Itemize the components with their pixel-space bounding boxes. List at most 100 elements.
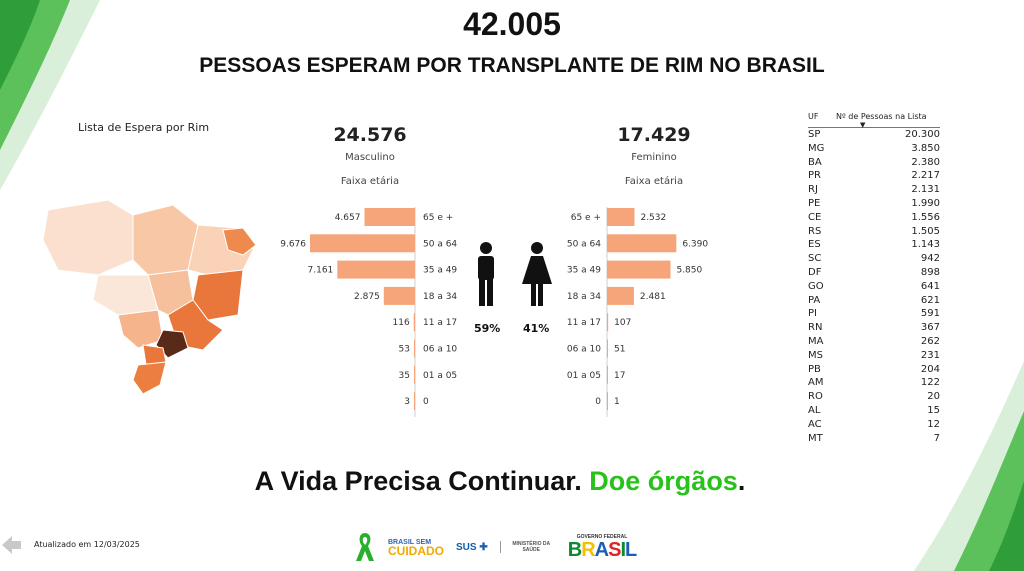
uf-count: 1.990 — [911, 197, 940, 209]
uf-table-row[interactable]: BA 2.380 — [808, 156, 940, 170]
female-value-label: 17 — [614, 371, 625, 381]
uf-code: SC — [808, 253, 822, 265]
female-bar-4[interactable] — [607, 313, 609, 332]
uf-count: 3.850 — [911, 142, 940, 154]
male-bar-0[interactable] — [364, 208, 415, 226]
female-share: 41% — [523, 322, 549, 335]
uf-code: BA — [808, 156, 822, 168]
uf-table-row[interactable]: PB 204 — [808, 363, 940, 377]
male-bar-5[interactable] — [414, 339, 415, 358]
uf-table-row[interactable]: MA 262 — [808, 335, 940, 349]
uf-table-row[interactable]: MG 3.850 — [808, 142, 940, 156]
uf-table-row[interactable]: CE 1.556 — [808, 211, 940, 225]
brasil-sem-logo: BRASIL SEM CUIDADO — [388, 539, 444, 558]
uf-table-row[interactable]: AM 122 — [808, 376, 940, 390]
female-total: 17.429 — [617, 124, 691, 146]
uf-code: PI — [808, 308, 817, 320]
female-bar-2[interactable] — [607, 260, 671, 279]
uf-count: 231 — [920, 349, 940, 361]
male-bar-6[interactable] — [414, 365, 415, 384]
uf-table-row[interactable]: RJ 2.131 — [808, 183, 940, 197]
male-value-label: 53 — [399, 345, 410, 355]
uf-table-row[interactable]: PA 621 — [808, 294, 940, 308]
uf-count: 12 — [927, 418, 940, 430]
female-bar-6[interactable] — [607, 365, 608, 384]
page-headline: PESSOAS ESPERAM POR TRANSPLANTE DE RIM N… — [199, 54, 825, 77]
uf-count: 2.217 — [911, 170, 940, 182]
uf-table-row[interactable]: GO 641 — [808, 280, 940, 294]
uf-table-row[interactable]: RS 1.505 — [808, 225, 940, 239]
brazil-map[interactable] — [38, 180, 260, 395]
uf-count: 367 — [920, 322, 940, 334]
female-value-label: 5.850 — [676, 266, 702, 276]
male-person-icon — [478, 242, 494, 306]
slogan-period: . — [737, 466, 746, 496]
sort-desc-icon[interactable]: ▼ — [860, 121, 866, 129]
male-age-tick: 18 a 34 — [423, 292, 457, 302]
uf-code: SP — [808, 129, 821, 140]
uf-code: MG — [808, 142, 825, 154]
uf-table-row[interactable]: AL 15 — [808, 404, 940, 418]
female-age-tick: 11 a 17 — [567, 318, 601, 328]
female-bar-3[interactable] — [607, 286, 634, 305]
male-bar-4[interactable] — [413, 313, 415, 332]
uf-table: UF Nº de Pessoas na Lista ▼ SP 20.300 MG 3.… — [808, 110, 940, 445]
uf-code: MS — [808, 349, 823, 361]
uf-table-row[interactable]: DF 898 — [808, 266, 940, 280]
female-age-tick: 01 a 05 — [567, 371, 601, 381]
female-age-tick: 35 a 49 — [567, 266, 601, 276]
uf-code: DF — [808, 266, 822, 278]
uf-code: PB — [808, 363, 821, 375]
uf-count: 20.300 — [905, 129, 940, 140]
female-age-tick: 06 a 10 — [567, 345, 601, 355]
female-bar-0[interactable] — [607, 208, 635, 226]
map-title: Lista de Espera por Rim — [78, 121, 210, 134]
count-column-header[interactable]: Nº de Pessoas na Lista ▼ — [836, 112, 927, 129]
male-share: 59% — [474, 322, 500, 335]
uf-table-row[interactable]: SP 20.300 — [808, 128, 940, 142]
green-ribbon-icon — [356, 533, 374, 561]
uf-count: 122 — [920, 377, 940, 389]
uf-table-row[interactable]: PR 2.217 — [808, 169, 940, 183]
brasil-wordmark: BRASIL — [567, 539, 638, 561]
slogan-highlight: Doe órgãos — [589, 466, 738, 496]
uf-table-row[interactable]: PE 1.990 — [808, 197, 940, 211]
uf-code: RN — [808, 322, 823, 334]
female-bar-1[interactable] — [607, 234, 677, 253]
female-age-tick: 65 e + — [571, 213, 601, 223]
uf-code: PE — [808, 197, 821, 209]
female-bar-7[interactable] — [607, 392, 608, 411]
uf-count: 621 — [920, 294, 940, 306]
slogan: A Vida Precisa Continuar. Doe órgãos. — [0, 466, 1000, 497]
uf-table-row[interactable]: MT 7 — [808, 432, 940, 446]
uf-table-row[interactable]: PI 591 — [808, 307, 940, 321]
uf-table-row[interactable]: SC 942 — [808, 252, 940, 266]
uf-table-row[interactable]: ES 1.143 — [808, 238, 940, 252]
uf-table-row[interactable]: RN 367 — [808, 321, 940, 335]
uf-table-header: UF Nº de Pessoas na Lista ▼ — [808, 110, 940, 129]
male-bar-3[interactable] — [383, 286, 415, 305]
back-arrow-icon[interactable] — [0, 534, 22, 556]
female-bar-5[interactable] — [607, 339, 608, 358]
uf-code: RS — [808, 225, 822, 237]
uf-code: GO — [808, 280, 824, 292]
male-value-label: 7.161 — [308, 266, 334, 276]
uf-count: 641 — [920, 280, 940, 292]
female-value-label: 6.390 — [682, 239, 708, 249]
uf-table-row[interactable]: AC 12 — [808, 418, 940, 432]
map-region-ce-rn — [222, 227, 257, 256]
uf-count: 15 — [927, 404, 940, 416]
male-bar-1[interactable] — [310, 234, 415, 253]
uf-table-row[interactable]: RO 20 — [808, 390, 940, 404]
male-bar-7[interactable] — [414, 392, 415, 411]
male-bar-2[interactable] — [337, 260, 415, 279]
ministerio-logo: MINISTÉRIO DA SAÚDE — [499, 541, 556, 553]
uf-column-header[interactable]: UF — [808, 112, 819, 121]
sus-logo: SUS ✚ — [456, 541, 488, 553]
female-value-label: 1 — [614, 397, 620, 407]
uf-table-row[interactable]: MS 231 — [808, 349, 940, 363]
female-label: Feminino — [631, 152, 677, 163]
slogan-part1: A Vida Precisa Continuar. — [254, 466, 582, 496]
uf-count: 1.505 — [911, 225, 940, 237]
